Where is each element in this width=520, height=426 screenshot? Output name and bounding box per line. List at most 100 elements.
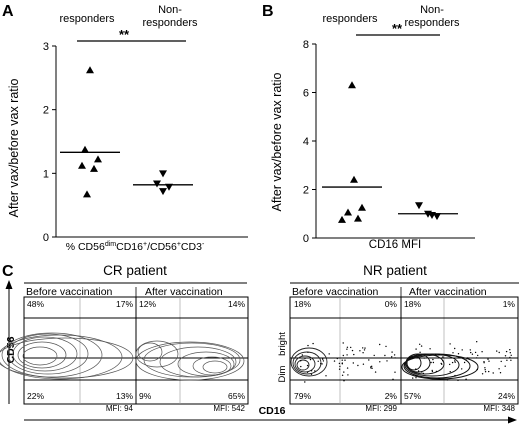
event-dot <box>509 352 511 354</box>
event-dot <box>449 343 451 345</box>
responder-point <box>358 203 366 211</box>
responder-point <box>86 66 94 74</box>
event-dot <box>322 360 325 362</box>
event-dot <box>393 354 396 356</box>
y-tick-label: 0 <box>303 233 309 245</box>
event-dot <box>454 361 456 363</box>
panel-a-ylabel: After vax/before vax ratio <box>7 78 21 217</box>
panel-a-points <box>60 66 193 198</box>
panel-a-significance: ** <box>119 27 130 42</box>
event-dot <box>488 370 490 373</box>
panel-c-label: C <box>2 263 14 280</box>
responder-point <box>354 214 362 222</box>
nonresponder-point <box>415 202 423 210</box>
event-dot <box>368 359 370 361</box>
nr-after-plot: 18% 1% 57% 24% MFI: 348 <box>400 296 519 413</box>
cd16-axis-label: CD16 <box>259 405 286 417</box>
event-dot <box>336 357 338 360</box>
panel-a-axes: 0 1 2 3 <box>43 41 248 244</box>
event-dot <box>409 356 411 359</box>
event-dot <box>461 368 463 370</box>
event-dot <box>435 370 438 373</box>
event-dot <box>441 363 443 365</box>
event-dot <box>346 346 349 348</box>
event-dot <box>417 370 420 372</box>
mfi-value: MFI: 348 <box>483 404 515 413</box>
quadrant-tr: 17% <box>116 299 133 309</box>
responder-point <box>344 208 352 216</box>
bright-gate <box>400 317 519 359</box>
event-dot <box>304 381 306 383</box>
event-dot <box>352 362 354 364</box>
nr-bright-label: bright <box>277 332 288 356</box>
event-dot <box>363 349 366 351</box>
panel-a-group2-label-line1: Non- <box>158 4 182 16</box>
event-dot <box>488 360 490 362</box>
event-dot <box>304 357 306 360</box>
event-dot <box>364 347 366 349</box>
responder-point <box>83 190 91 198</box>
event-dot <box>310 373 313 375</box>
quadrant-bl: 57% <box>404 391 421 401</box>
contour-population <box>401 353 479 380</box>
contour-population <box>290 347 328 377</box>
event-dot <box>341 374 344 376</box>
panel-b-xlabel: CD16 MFI <box>369 239 421 251</box>
y-tick-label: 0 <box>43 232 49 244</box>
event-dot <box>391 356 393 358</box>
dim-gate <box>400 357 519 381</box>
event-dot <box>338 368 341 370</box>
event-dot <box>306 364 309 367</box>
event-dot <box>346 367 349 369</box>
event-dot <box>301 354 303 356</box>
event-dot <box>379 343 381 346</box>
bright-gate <box>135 317 249 359</box>
event-dot <box>350 346 352 349</box>
event-dot <box>392 378 394 380</box>
event-dot <box>474 351 477 354</box>
quadrant-tl: 18% <box>294 299 311 309</box>
event-dot <box>505 350 508 353</box>
event-dot <box>467 357 469 359</box>
y-tick-label: 1 <box>43 168 49 180</box>
cr-before-plot: 48% 17% 22% 13% MFI: 94 <box>0 296 137 413</box>
plot-frame <box>400 296 519 405</box>
event-dot <box>454 347 456 350</box>
event-dot <box>484 369 486 371</box>
event-dot <box>476 341 478 343</box>
event-dot <box>379 361 381 363</box>
event-dot <box>307 344 309 347</box>
nr-dim-label: Dim <box>277 365 288 382</box>
event-dot <box>322 358 324 360</box>
quadrant-tr: 0% <box>385 299 398 309</box>
event-dot <box>477 354 479 357</box>
event-dot <box>394 357 396 359</box>
event-dot <box>434 353 437 355</box>
event-dot <box>510 359 512 361</box>
quadrant-br: 2% <box>385 391 398 401</box>
event-dot <box>346 348 348 350</box>
y-tick-label: 8 <box>303 39 309 51</box>
event-dot <box>385 345 387 348</box>
event-dot <box>457 353 460 355</box>
y-tick-label: 3 <box>43 41 49 53</box>
panel-b-label: B <box>262 3 274 20</box>
event-dot <box>461 349 463 351</box>
event-dot <box>487 358 489 360</box>
event-dot <box>423 357 425 359</box>
event-dot <box>476 368 478 371</box>
event-dot <box>438 377 440 379</box>
event-dot <box>342 342 344 344</box>
nr-after-header: After vaccination <box>409 286 487 298</box>
event-dot <box>300 360 302 362</box>
event-dot <box>374 371 377 373</box>
event-dot <box>394 371 396 373</box>
panel-b-axes: 0 2 4 6 8 <box>303 39 475 245</box>
event-dot <box>371 367 373 369</box>
event-dot <box>309 358 312 361</box>
event-dot <box>362 352 364 354</box>
event-dot <box>362 347 364 349</box>
panel-b-group2-label-line2: responders <box>404 17 460 29</box>
event-dot <box>317 360 319 362</box>
event-dot <box>481 351 483 353</box>
